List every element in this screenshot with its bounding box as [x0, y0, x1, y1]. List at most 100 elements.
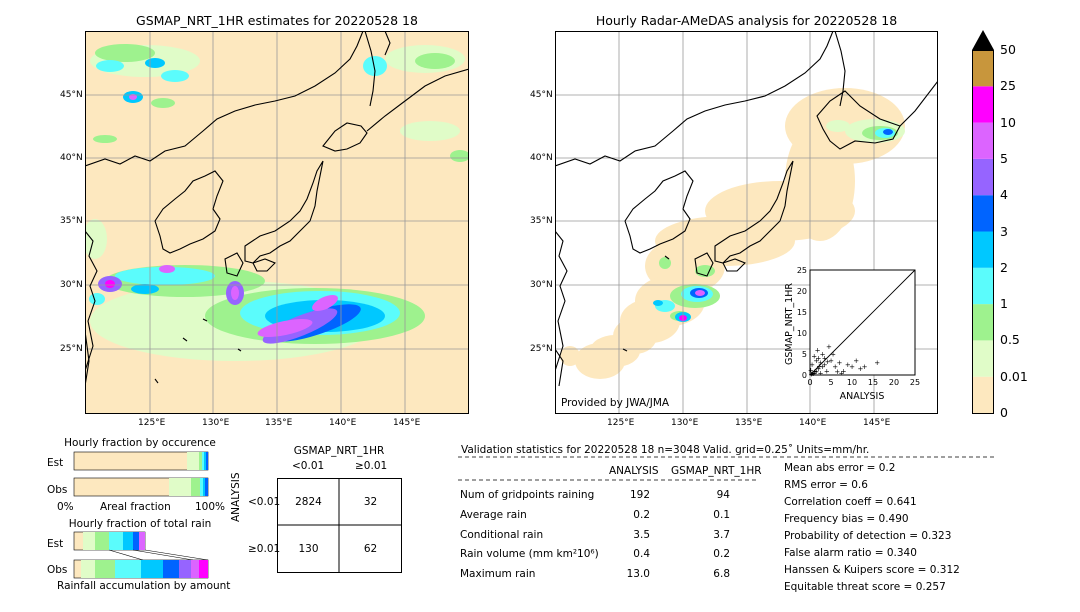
- total-rain-title: Hourly fraction of total rain: [68, 518, 212, 530]
- scatter-point: +: [812, 367, 818, 375]
- contingency-row-label-lt: <0.01: [248, 496, 281, 508]
- scatter-point: +: [820, 363, 826, 371]
- scatter-y-tick-label: 20: [797, 287, 807, 296]
- validation-row-gsmap: 0.2: [713, 548, 730, 560]
- scatter-point: +: [820, 351, 826, 359]
- left-lat-label-30: 30°N: [60, 280, 83, 290]
- colorbar-segment: [972, 340, 994, 377]
- contingency-cell-00: 2824: [295, 496, 322, 508]
- left-lon-label-135: 135°E: [265, 418, 293, 428]
- validation-row-label: Rain volume (mm km²10⁶): [460, 548, 599, 560]
- colorbar-tick-label: 10: [1000, 114, 1016, 130]
- score-pod: Probability of detection = 0.323: [784, 530, 952, 542]
- right-map-coastlines: [555, 31, 938, 387]
- occurrence-title: Hourly fraction by occurence: [64, 437, 216, 449]
- total-rain-bars: [73, 531, 209, 579]
- left-map-coastlines: [85, 31, 469, 387]
- validation-row-label: Average rain: [460, 509, 527, 521]
- colorbar-tick-label: 50: [1000, 42, 1016, 57]
- scatter-point: +: [811, 353, 817, 361]
- contingency-grid: [277, 478, 402, 573]
- colorbar-segment: [972, 158, 994, 196]
- left-map-title: GSMAP_NRT_1HR estimates for 20220528 18: [136, 13, 418, 28]
- validation-row-analysis: 13.0: [626, 568, 650, 580]
- occurrence-xlabel-left: 0%: [57, 501, 74, 513]
- colorbar-segment: [972, 122, 994, 159]
- colorbar-overflow-triangle: [972, 30, 994, 50]
- left-lon-label-145: 145°E: [393, 418, 421, 428]
- total-rain-obs-label: Obs: [47, 564, 68, 576]
- occurrence-bars: [73, 451, 209, 497]
- validation-row-analysis: 192: [629, 489, 650, 501]
- colorbar-segment: [972, 304, 994, 341]
- scatter-point: +: [825, 358, 831, 366]
- right-map-credit: Provided by JWA/JMA: [561, 397, 670, 409]
- occurrence-est-label: Est: [47, 457, 64, 469]
- scatter-point: +: [874, 359, 880, 367]
- scatter-point: +: [830, 351, 836, 359]
- left-map-panel: [85, 31, 469, 414]
- colorbar-frame: [972, 50, 994, 414]
- left-lat-label-35: 35°N: [60, 216, 83, 226]
- scatter-point: +: [813, 357, 819, 365]
- scatter-point: +: [815, 365, 821, 373]
- scatter-point: +: [822, 355, 828, 363]
- scatter-point: +: [845, 361, 851, 369]
- validation-row-analysis: 0.4: [633, 548, 650, 560]
- right-lon-label-130: 130°E: [671, 418, 699, 428]
- validation-col-gsmap: GSMAP_NRT_1HR: [671, 465, 762, 477]
- left-lon-label-125: 125°E: [138, 418, 166, 428]
- contingency-cell-11: 62: [363, 543, 378, 555]
- scatter-point: +: [832, 363, 838, 371]
- scatter-point: +: [826, 343, 832, 351]
- scatter-point: +: [808, 371, 814, 379]
- colorbar-tick-label: 0.5: [1000, 332, 1020, 348]
- validation-row-gsmap: 94: [716, 489, 730, 501]
- colorbar-segment: [972, 50, 994, 87]
- scatter-point: +: [839, 369, 845, 377]
- right-lat-label-30: 30°N: [530, 280, 553, 290]
- scatter-y-tick-label: 5: [802, 350, 807, 359]
- colorbar-tick-label: 2: [1000, 259, 1008, 275]
- right-lon-label-145: 145°E: [863, 418, 891, 428]
- left-lat-label-40: 40°N: [60, 153, 83, 163]
- colorbar-tick-label: 1: [1000, 296, 1008, 312]
- right-lon-label-140: 140°E: [799, 418, 827, 428]
- right-lon-label-125: 125°E: [607, 418, 635, 428]
- occurrence-xlabel-mid: Areal fraction: [100, 501, 171, 513]
- scatter-y-tick-label: 0: [802, 371, 807, 380]
- scatter-y-tick-label: 25: [797, 266, 807, 275]
- left-lat-label-25: 25°N: [60, 344, 83, 354]
- scatter-point: +: [822, 361, 828, 369]
- scatter-point: +: [815, 346, 821, 354]
- scatter-y-tick-label: 15: [797, 308, 807, 317]
- colorbar-tick-label: 25: [1000, 78, 1016, 94]
- scatter-point: +: [824, 367, 830, 375]
- scatter-point: +: [809, 370, 815, 378]
- colorbar-tick-label: 5: [1000, 150, 1008, 166]
- scatter-point: +: [836, 359, 842, 367]
- validation-row-gsmap: 3.7: [713, 529, 730, 541]
- left-map-rain-field: [85, 44, 469, 361]
- colorbar-tick-label: 4: [1000, 187, 1008, 203]
- validation-row-gsmap: 0.1: [713, 509, 730, 521]
- contingency-title: GSMAP_NRT_1HR: [293, 445, 385, 457]
- scatter-xlabel: ANALYSIS: [840, 391, 885, 402]
- right-map-rain-field: [653, 119, 905, 322]
- occurrence-obs-label: Obs: [47, 484, 68, 496]
- scatter-x-tick-label: 15: [868, 378, 878, 387]
- contingency-col-label-lt: <0.01: [292, 460, 325, 472]
- scatter-point: +: [834, 368, 840, 376]
- contingency-row-label-ge: ≥0.01: [248, 543, 281, 555]
- scatter-x-tick-label: 5: [828, 378, 833, 387]
- scatter-point: +: [810, 370, 816, 378]
- left-lat-label-45: 45°N: [60, 90, 83, 100]
- scatter-x-tick-label: 25: [910, 378, 920, 387]
- score-far: False alarm ratio = 0.340: [784, 547, 917, 559]
- validation-row-label: Conditional rain: [460, 529, 544, 541]
- scatter-point: +: [808, 366, 814, 374]
- right-lat-label-25: 25°N: [530, 344, 553, 354]
- validation-row-gsmap: 6.8: [713, 568, 730, 580]
- validation-row-label: Num of gridpoints raining: [460, 489, 595, 501]
